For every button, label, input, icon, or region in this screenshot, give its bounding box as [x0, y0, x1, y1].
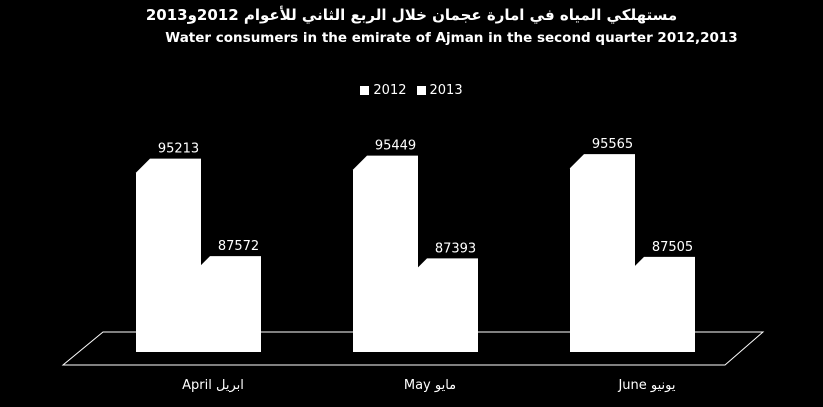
- chart-title-arabic: مستهلكي المياه في امارة عجمان خلال الربع…: [145, 6, 678, 24]
- data-label-2012-1: 95213: [158, 142, 199, 157]
- chart-legend: 2012 2013: [0, 83, 823, 98]
- legend-item-2013: 2013: [416, 83, 463, 98]
- data-label-2013-1: 87572: [218, 239, 259, 254]
- x-tick-label-2: May مايو: [404, 378, 456, 393]
- data-label-2013-2: 87393: [435, 241, 476, 256]
- bar-2013-3: [630, 256, 695, 352]
- legend-item-2012: 2012: [360, 83, 407, 98]
- data-label-2012-2: 95449: [375, 139, 416, 154]
- legend-swatch-2013: [416, 86, 426, 95]
- bar-2012-1: [136, 158, 201, 352]
- bar-2013-1: [196, 256, 261, 352]
- chart-floor: [61, 331, 765, 366]
- legend-label-2013: 2013: [429, 83, 463, 98]
- legend-label-2012: 2012: [373, 83, 407, 98]
- x-tick-label-3: June يونيو: [617, 378, 675, 393]
- x-tick-label-1: April ابريل: [182, 378, 244, 393]
- bar-2013-2: [413, 258, 478, 352]
- data-label-2013-3: 87505: [652, 240, 693, 255]
- legend-swatch-2012: [360, 86, 370, 95]
- bar-2012-2: [353, 155, 418, 352]
- data-label-2012-3: 95565: [592, 137, 633, 152]
- bar-2012-3: [570, 154, 635, 352]
- chart-title-english: Water consumers in the emirate of Ajman …: [165, 30, 738, 46]
